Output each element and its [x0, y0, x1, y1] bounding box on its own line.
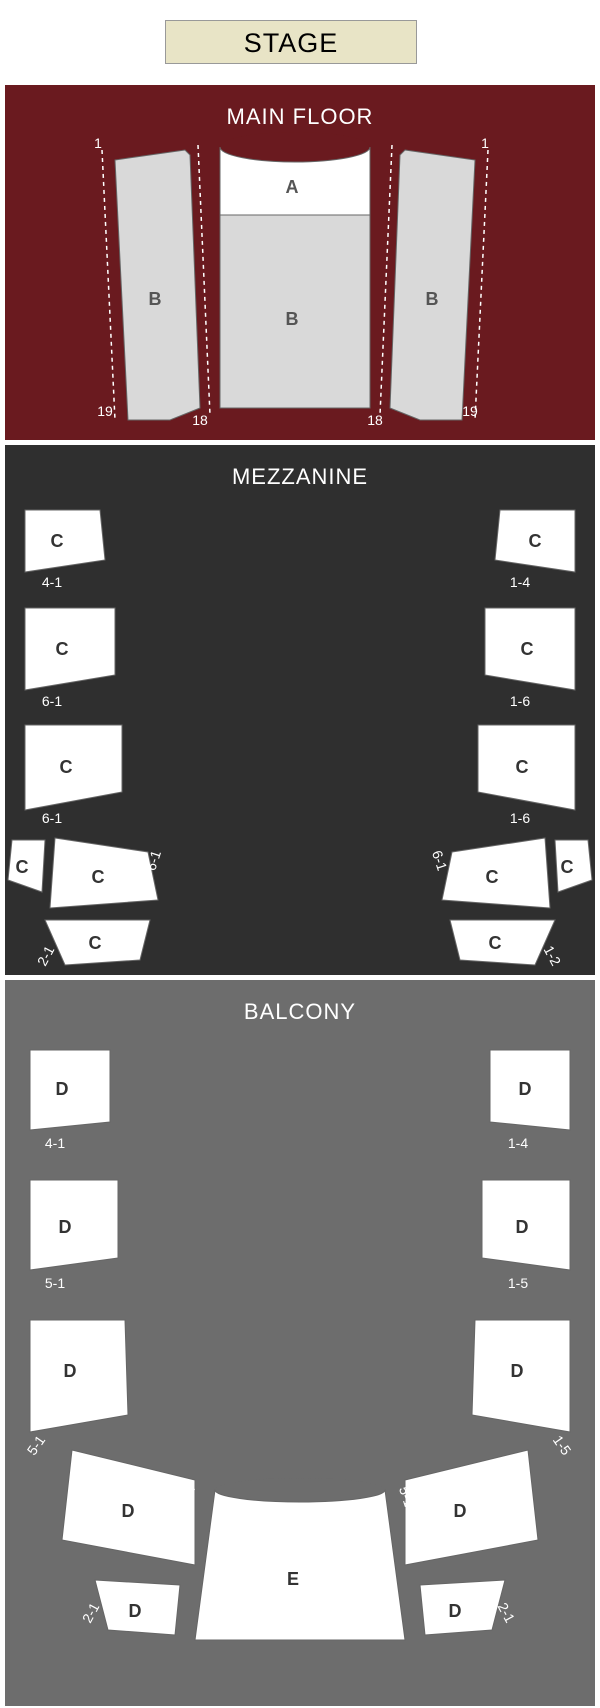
rows-mz-r2: 1-6 [510, 693, 530, 709]
section-mz-r5-label: C [489, 933, 502, 953]
section-bc-center[interactable] [195, 1490, 405, 1640]
rows-mz-r1: 1-4 [510, 574, 530, 590]
rows-bc-l2: 5-1 [45, 1275, 65, 1291]
section-bc-l2-label: D [59, 1217, 72, 1237]
rows-mz-l3: 6-1 [42, 810, 62, 826]
section-mz-l4b-label: C [92, 867, 105, 887]
section-mz-r4a-label: C [561, 857, 574, 877]
stage-label: STAGE [244, 28, 339, 58]
stage-box: STAGE [165, 20, 417, 64]
rows-mz-r3: 1-6 [510, 810, 530, 826]
seating-chart: STAGE MAIN FLOOR B A B B 1 1 19 18 18 19 MEZZANINE C… [0, 0, 600, 1708]
section-mz-r4b-label: C [486, 867, 499, 887]
section-mz-l5-label: C [89, 933, 102, 953]
section-mz-r1-label: C [529, 531, 542, 551]
main-floor-rowlabel-0: 1 [94, 135, 102, 151]
main-floor-rowlabel-2: 19 [97, 403, 113, 419]
section-mf-center-a-label: A [286, 177, 299, 197]
section-bc-r5[interactable] [420, 1580, 505, 1635]
section-mz-l4a-label: C [16, 857, 29, 877]
section-bc-center-label: E [287, 1569, 299, 1589]
main-floor-rowlabel-5: 19 [462, 403, 478, 419]
rows-mz-l1: 4-1 [42, 574, 62, 590]
main-floor-rowlabel-3: 18 [192, 412, 208, 428]
section-bc-r2-label: D [516, 1217, 529, 1237]
section-mz-r3-label: C [516, 757, 529, 777]
main-floor-title: MAIN FLOOR [227, 104, 374, 129]
section-bc-r3-label: D [511, 1361, 524, 1381]
mezzanine-title: MEZZANINE [232, 464, 368, 489]
main-floor-rowlabel-1: 1 [481, 135, 489, 151]
main-floor-rowlabel-4: 18 [367, 412, 383, 428]
section-bc-r4-label: D [454, 1501, 467, 1521]
section-bc-l4-label: D [122, 1501, 135, 1521]
section-mz-l1-label: C [51, 531, 64, 551]
rows-bc-r2: 1-5 [508, 1275, 528, 1291]
section-mf-left-label: B [149, 289, 162, 309]
section-bc-r1-label: D [519, 1079, 532, 1099]
chart-svg: MAIN FLOOR B A B B 1 1 19 18 18 19 MEZZANINE C 4-1 C 6-… [0, 0, 600, 1708]
section-mz-l2-label: C [56, 639, 69, 659]
section-bc-l2[interactable] [30, 1180, 118, 1270]
section-mf-right[interactable] [390, 150, 475, 420]
balcony-title: BALCONY [244, 999, 356, 1024]
section-mf-left[interactable] [115, 150, 200, 420]
section-mz-r2-label: C [521, 639, 534, 659]
rows-bc-r1: 1-4 [508, 1135, 528, 1151]
section-bc-l5-label: D [129, 1601, 142, 1621]
section-mf-center-b-label: B [286, 309, 299, 329]
section-bc-l3[interactable] [30, 1320, 128, 1432]
section-bc-l3-label: D [64, 1361, 77, 1381]
section-mz-l2[interactable] [25, 608, 115, 690]
section-bc-r5-label: D [449, 1601, 462, 1621]
section-bc-l1[interactable] [30, 1050, 110, 1130]
section-mf-right-label: B [426, 289, 439, 309]
rows-mz-l2: 6-1 [42, 693, 62, 709]
rows-bc-l1: 4-1 [45, 1135, 65, 1151]
section-mz-l3-label: C [60, 757, 73, 777]
section-bc-l1-label: D [56, 1079, 69, 1099]
